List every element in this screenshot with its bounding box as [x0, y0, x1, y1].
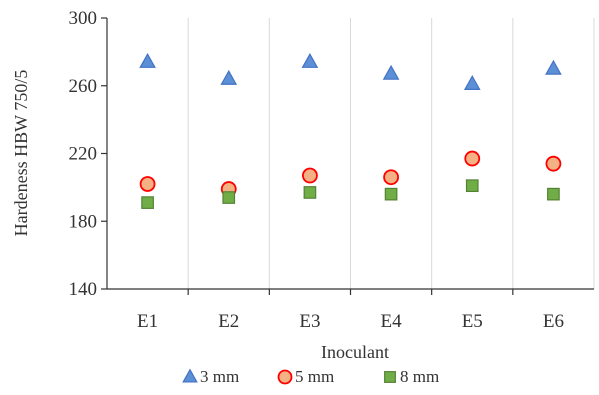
point-3mm-e3 [301, 52, 319, 68]
legend-marker-3mm [182, 368, 198, 383]
x-tick-label: E2 [218, 311, 239, 332]
legend-label-5mm: 5 mm [295, 367, 334, 386]
x-tick-label: E4 [381, 311, 403, 332]
y-tick-label: 300 [69, 8, 98, 29]
grid-layer [187, 18, 595, 289]
point-5mm-e4 [383, 169, 399, 186]
point-8mm-e5 [465, 179, 479, 193]
point-3mm-e6 [545, 59, 562, 75]
tick-labels: 140 180 220 260 300 E1 E2 E3 E4 E5 E6 [69, 8, 564, 332]
legend-label-8mm: 8 mm [400, 367, 439, 386]
x-tick-label: E6 [543, 311, 564, 332]
data-marks [139, 52, 562, 209]
point-3mm-e5 [463, 75, 481, 90]
point-8mm-e4 [384, 187, 398, 201]
point-8mm-e3 [303, 186, 317, 199]
point-8mm-e1 [141, 196, 154, 209]
y-tick-label: 220 [69, 144, 98, 165]
x-tick-label: E1 [137, 311, 158, 332]
point-3mm-e2 [220, 69, 238, 85]
point-8mm-e2 [222, 191, 236, 204]
y-axis-title: Hardeness HBW 750/5 [11, 70, 31, 237]
point-8mm-e6 [547, 187, 560, 201]
y-tick-label: 180 [69, 211, 98, 232]
y-tick-label: 260 [69, 76, 98, 97]
point-3mm-e1 [139, 52, 156, 68]
legend-label-3mm: 3 mm [200, 367, 239, 386]
axes-layer [101, 17, 594, 295]
x-axis-title: Inoculant [321, 342, 389, 362]
point-5mm-e5 [464, 150, 481, 167]
point-5mm-e6 [545, 155, 562, 172]
legend-marker-5mm [277, 369, 293, 385]
point-3mm-e4 [382, 64, 400, 80]
point-5mm-e1 [139, 176, 156, 192]
x-tick-label: E5 [462, 311, 483, 332]
x-tick-label: E3 [299, 311, 320, 332]
point-5mm-e3 [302, 167, 318, 184]
y-tick-label: 140 [69, 279, 98, 300]
legend: 3 mm 5 mm 8 mm [182, 367, 439, 386]
legend-marker-8mm [384, 371, 396, 383]
